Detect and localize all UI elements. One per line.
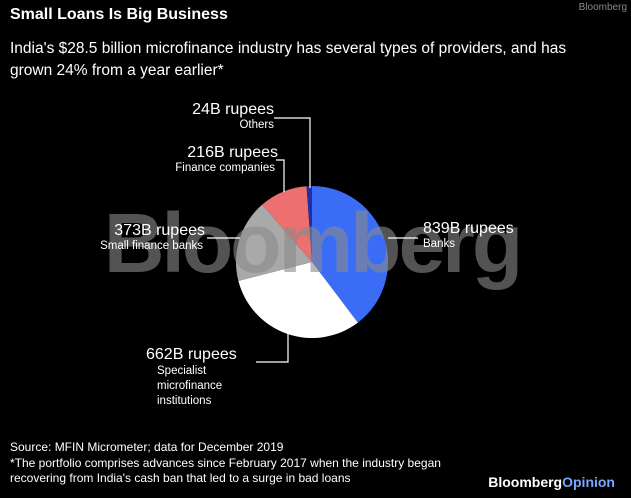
chart-title: Small Loans Is Big Business (10, 6, 228, 23)
category-label: Others (239, 119, 274, 131)
brand: BloombergOpinion (488, 474, 615, 490)
value-label: 373B rupees (114, 222, 205, 239)
corner-logo: Bloomberg (578, 2, 627, 13)
leader-lines (207, 117, 418, 363)
note: *The portfolio comprises advances since … (10, 456, 441, 485)
value-label: 216B rupees (187, 144, 278, 161)
watermark: Bloomberg (104, 196, 520, 290)
value-label: 839B rupees (423, 220, 514, 237)
category-label: Banks (423, 238, 455, 250)
leader-line (274, 117, 311, 188)
pie-slice (238, 262, 358, 339)
source: Source: MFIN Micrometer; data for Decemb… (10, 440, 284, 454)
leader-line (276, 159, 285, 192)
category-label: Finance companies (175, 162, 275, 174)
pie-slice (312, 186, 389, 323)
chart-subtitle: India's $28.5 billion microfinance indus… (10, 40, 567, 79)
brand-suffix: Opinion (562, 474, 615, 490)
brand-name: Bloomberg (488, 474, 563, 490)
pie-slice (262, 186, 312, 262)
leader-line (256, 334, 289, 363)
pie-slice (306, 186, 312, 262)
category-label: Small finance banks (100, 240, 203, 252)
category-label: Specialist microfinance institutions (157, 365, 223, 407)
pie-slice (236, 204, 312, 281)
value-label: 24B rupees (192, 101, 274, 118)
value-label: 662B rupees (146, 346, 237, 363)
